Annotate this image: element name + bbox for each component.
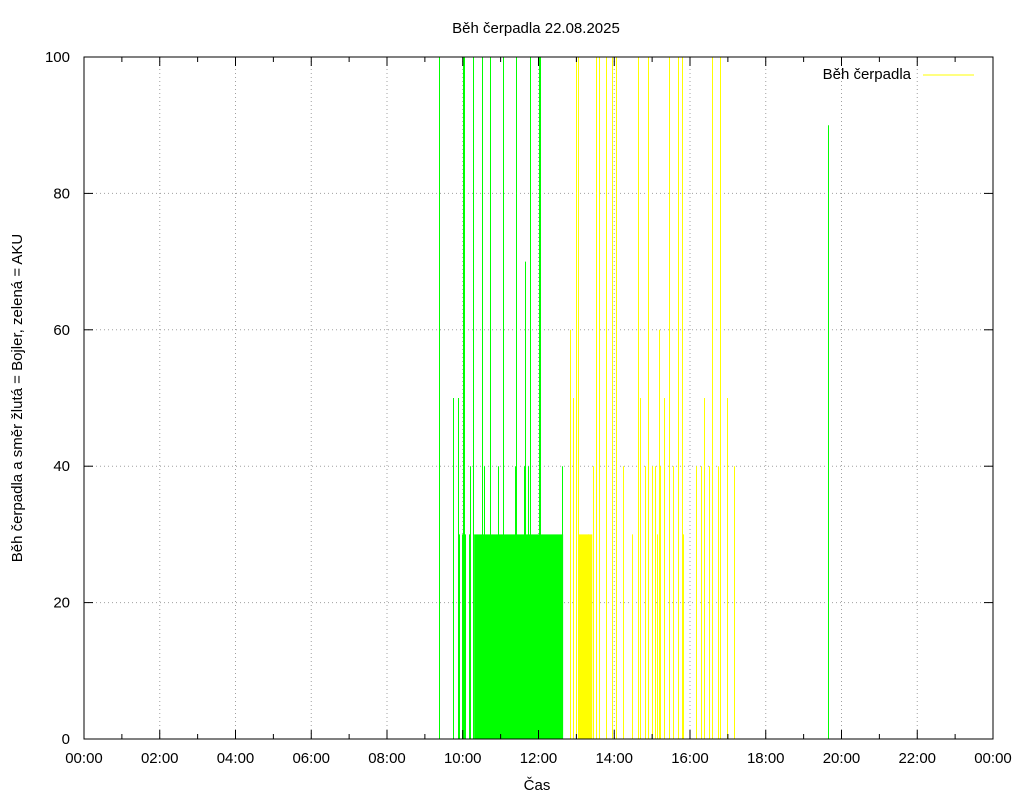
x-tick-label: 00:00 [65, 750, 103, 767]
x-tick-label: 04:00 [217, 750, 255, 767]
x-tick-label: 20:00 [823, 750, 861, 767]
y-tick-label: 20 [53, 595, 70, 612]
x-tick-label: 08:00 [368, 750, 406, 767]
x-tick-label: 14:00 [595, 750, 633, 767]
y-tick-label: 100 [45, 49, 70, 66]
legend: Běh čerpadla [823, 66, 974, 83]
y-axis-label: Běh čerpadla a směr žlutá = Bojler, zele… [9, 234, 26, 563]
chart-title: Běh čerpadla 22.08.2025 [452, 20, 620, 37]
x-tick-label: 02:00 [141, 750, 179, 767]
x-tick-label: 10:00 [444, 750, 482, 767]
x-tick-label: 16:00 [671, 750, 709, 767]
x-tick-label: 06:00 [292, 750, 330, 767]
run-block [579, 534, 593, 739]
y-tick-label: 80 [53, 185, 70, 202]
run-block [474, 534, 564, 739]
y-tick-label: 0 [62, 731, 70, 748]
y-tick-label: 60 [53, 322, 70, 339]
ticks [83, 56, 994, 740]
x-axis-label: Čas [524, 777, 551, 794]
tick-labels: 00:00 02:00 04:00 06:00 08:00 10:00 12:00 14:00… [45, 49, 1012, 767]
marks [439, 57, 829, 739]
x-tick-label: 12:00 [520, 750, 558, 767]
y-tick-label: 40 [53, 458, 70, 475]
x-tick-label: 18:00 [747, 750, 785, 767]
x-tick-label: 22:00 [898, 750, 936, 767]
x-tick-label: 00:00 [974, 750, 1012, 767]
legend-label: Běh čerpadla [823, 66, 912, 83]
